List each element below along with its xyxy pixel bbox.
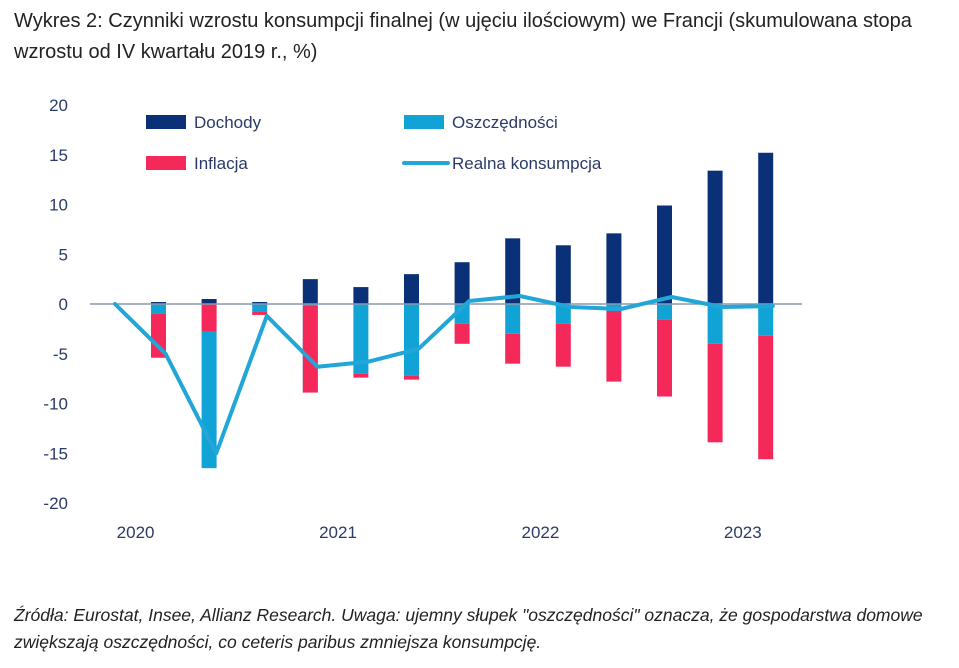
bar-dochody — [707, 170, 723, 304]
bar-dochody — [657, 205, 672, 304]
chart-title: Wykres 2: Czynniki wzrostu konsumpcji fi… — [14, 10, 912, 63]
x-axis-labels: 2020 2021 2022 2023 — [117, 523, 762, 542]
y-tick-label: -20 — [43, 494, 68, 513]
bar-inflacja — [252, 311, 268, 315]
legend-label-inflacja: Inflacja — [194, 154, 248, 173]
bar-oszczędności — [404, 304, 419, 376]
bar-oszczędności — [353, 304, 369, 374]
x-tick-label: 2023 — [724, 523, 762, 542]
bar-dochody — [404, 274, 419, 304]
bar-dochody — [505, 238, 521, 304]
y-tick-label: -10 — [43, 395, 68, 414]
bar-dochody — [302, 279, 318, 304]
bar-dochody — [151, 302, 166, 304]
bar-inflacja — [555, 323, 571, 367]
source-note: Źródła: Eurostat, Insee, Allianz Researc… — [14, 605, 923, 652]
x-tick-label: 2021 — [319, 523, 357, 542]
legend-label-dochody: Dochody — [194, 113, 262, 132]
x-tick-label: 2020 — [117, 523, 155, 542]
legend: Dochody Oszczędności Inflacja Realna konsum… — [146, 113, 602, 173]
bar-inflacja — [201, 304, 217, 332]
bar-inflacja — [404, 375, 419, 380]
line-realna-konsumpcja — [113, 294, 775, 456]
bar-oszczędności — [707, 304, 723, 344]
legend-swatch-inflacja — [146, 156, 186, 170]
bar-inflacja — [454, 323, 470, 344]
y-tick-label: 5 — [59, 245, 68, 264]
bar-dochody — [758, 152, 774, 304]
y-tick-label: -5 — [53, 345, 68, 364]
bars-group — [151, 152, 774, 469]
y-tick-label: 0 — [59, 295, 68, 314]
bar-dochody — [454, 262, 470, 304]
bar-inflacja — [151, 313, 166, 358]
bar-inflacja — [758, 335, 774, 460]
bar-inflacja — [606, 310, 622, 382]
legend-swatch-dochody — [146, 115, 186, 129]
y-tick-label: 10 — [49, 196, 68, 215]
y-tick-label: -15 — [43, 444, 68, 463]
bar-inflacja — [505, 333, 521, 364]
bar-inflacja — [353, 373, 369, 378]
y-tick-label: 15 — [49, 146, 68, 165]
bar-oszczędności — [505, 304, 521, 334]
legend-label-oszczędności: Oszczędności — [452, 113, 558, 132]
y-tick-label: 20 — [49, 96, 68, 115]
legend-label-realna-konsumpcja: Realna konsumpcja — [452, 154, 602, 173]
bar-dochody — [353, 287, 369, 304]
bar-dochody — [201, 299, 217, 304]
bar-dochody — [606, 233, 622, 304]
bar-inflacja — [657, 319, 672, 397]
x-tick-label: 2022 — [521, 523, 559, 542]
bar-oszczędności — [252, 304, 268, 312]
bar-oszczędności — [555, 304, 571, 324]
bar-oszczędności — [758, 304, 774, 336]
bar-dochody — [252, 302, 268, 304]
bar-dochody — [555, 245, 571, 304]
bar-oszczędności — [657, 304, 672, 320]
legend-swatch-oszczędności — [404, 115, 444, 129]
y-axis-labels: 20 15 10 5 0 -5 -10 -15 -20 — [43, 96, 68, 513]
bar-oszczędności — [151, 304, 166, 314]
bar-inflacja — [707, 343, 723, 443]
bar-inflacja — [302, 305, 318, 393]
